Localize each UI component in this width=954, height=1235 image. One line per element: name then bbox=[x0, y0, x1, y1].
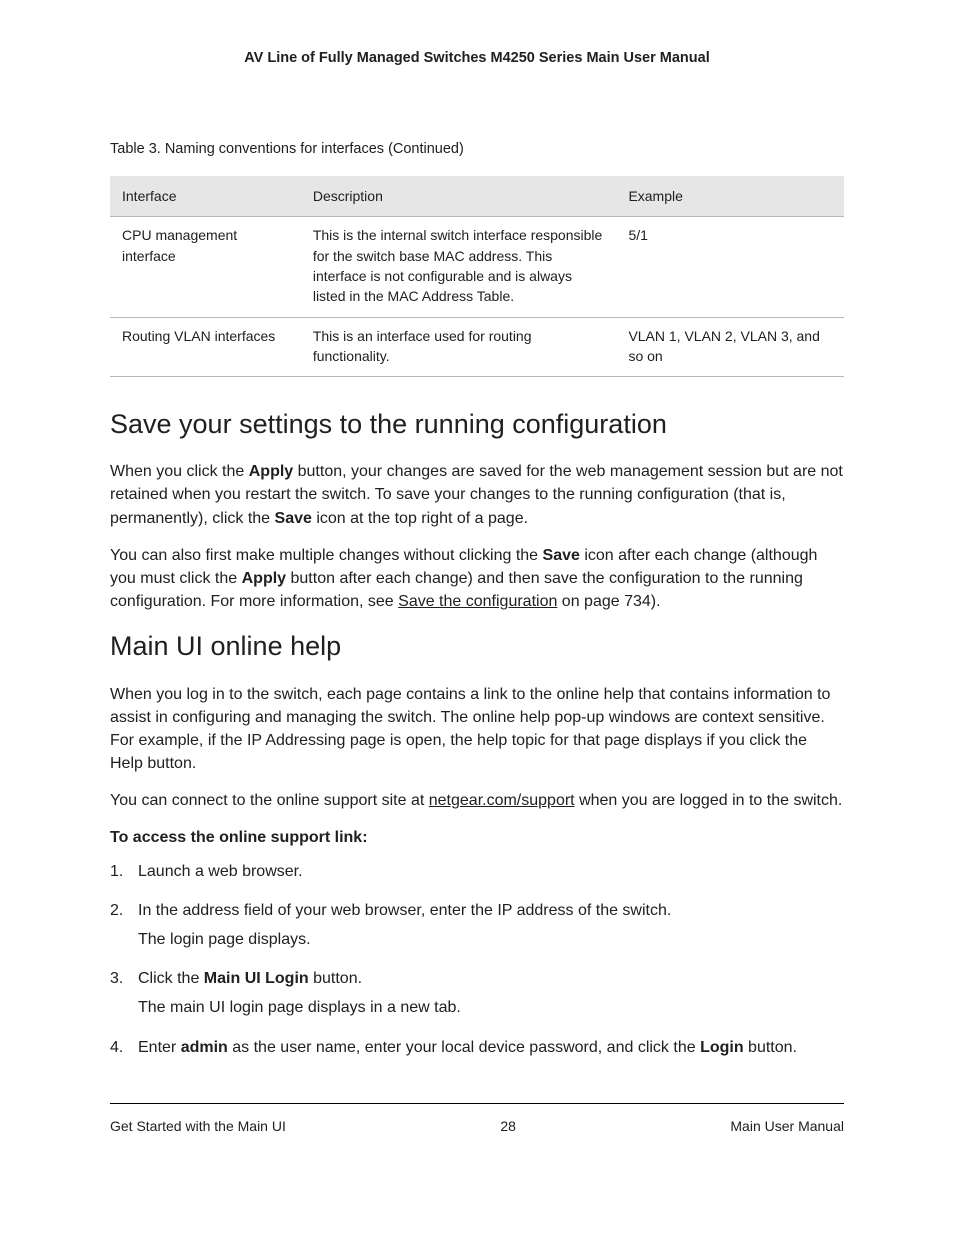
list-item: Enter admin as the user name, enter your… bbox=[110, 1036, 844, 1059]
page-footer: Get Started with the Main UI 28 Main Use… bbox=[110, 1116, 844, 1136]
paragraph: You can also first make multiple changes… bbox=[110, 544, 844, 614]
footer-left: Get Started with the Main UI bbox=[110, 1116, 286, 1136]
text: You can also first make multiple changes… bbox=[110, 547, 543, 564]
heading-main-ui-help: Main UI online help bbox=[110, 627, 844, 666]
bold-main-ui-login: Main UI Login bbox=[204, 970, 309, 987]
steps-list: Launch a web browser. In the address fie… bbox=[110, 860, 844, 1059]
cell-example: 5/1 bbox=[616, 217, 844, 317]
interfaces-table: Interface Description Example CPU manage… bbox=[110, 176, 844, 377]
list-item: Click the Main UI Login button. The main… bbox=[110, 967, 844, 1019]
paragraph: When you click the Apply button, your ch… bbox=[110, 460, 844, 530]
text: when you are logged in to the switch. bbox=[575, 792, 843, 809]
step-text: button. bbox=[744, 1039, 797, 1056]
cell-interface: CPU management interface bbox=[110, 217, 301, 317]
step-subtext: The main UI login page displays in a new… bbox=[138, 996, 844, 1019]
step-text: In the address field of your web browser… bbox=[138, 902, 671, 919]
cell-description: This is an interface used for routing fu… bbox=[301, 317, 617, 377]
cell-interface: Routing VLAN interfaces bbox=[110, 317, 301, 377]
step-text: Enter bbox=[138, 1039, 181, 1056]
link-netgear-support[interactable]: netgear.com/support bbox=[429, 792, 575, 809]
step-text: as the user name, enter your local devic… bbox=[228, 1039, 700, 1056]
text: icon at the top right of a page. bbox=[312, 510, 528, 527]
paragraph: You can connect to the online support si… bbox=[110, 789, 844, 812]
table-caption: Table 3. Naming conventions for interfac… bbox=[110, 139, 844, 160]
col-header-example: Example bbox=[616, 176, 844, 217]
col-header-interface: Interface bbox=[110, 176, 301, 217]
step-text: button. bbox=[309, 970, 362, 987]
list-item: In the address field of your web browser… bbox=[110, 899, 844, 951]
step-text: Click the bbox=[138, 970, 204, 987]
footer-page-number: 28 bbox=[286, 1116, 731, 1136]
footer-right: Main User Manual bbox=[730, 1116, 844, 1136]
link-save-configuration[interactable]: Save the configuration bbox=[398, 593, 557, 610]
paragraph: When you log in to the switch, each page… bbox=[110, 683, 844, 776]
text: When you click the bbox=[110, 463, 249, 480]
footer-divider bbox=[110, 1103, 844, 1104]
heading-save-settings: Save your settings to the running config… bbox=[110, 405, 844, 444]
bold-login: Login bbox=[700, 1039, 744, 1056]
bold-save: Save bbox=[543, 547, 580, 564]
text: on page 734). bbox=[557, 593, 660, 610]
bold-admin: admin bbox=[181, 1039, 228, 1056]
subheading-access-support: To access the online support link: bbox=[110, 826, 844, 849]
document-header-title: AV Line of Fully Managed Switches M4250 … bbox=[110, 48, 844, 69]
table-row: Routing VLAN interfaces This is an inter… bbox=[110, 317, 844, 377]
cell-description: This is the internal switch interface re… bbox=[301, 217, 617, 317]
bold-apply: Apply bbox=[249, 463, 293, 480]
text: You can connect to the online support si… bbox=[110, 792, 429, 809]
cell-example: VLAN 1, VLAN 2, VLAN 3, and so on bbox=[616, 317, 844, 377]
list-item: Launch a web browser. bbox=[110, 860, 844, 883]
step-subtext: The login page displays. bbox=[138, 928, 844, 951]
table-row: CPU management interface This is the int… bbox=[110, 217, 844, 317]
bold-apply: Apply bbox=[242, 570, 286, 587]
col-header-description: Description bbox=[301, 176, 617, 217]
step-text: Launch a web browser. bbox=[138, 863, 303, 880]
bold-save: Save bbox=[275, 510, 312, 527]
